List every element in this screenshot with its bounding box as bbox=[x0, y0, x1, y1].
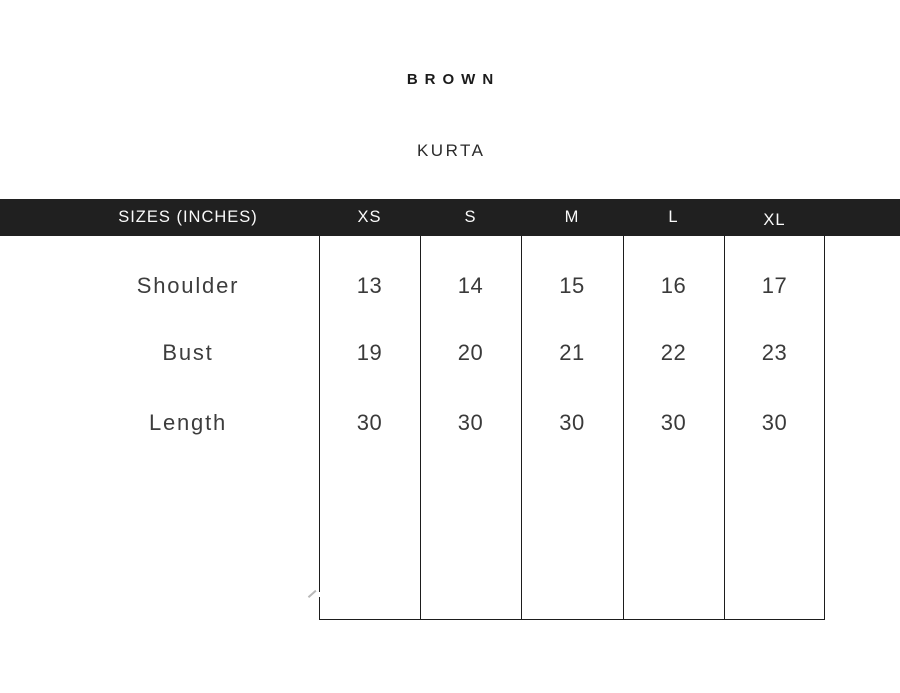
column-divider bbox=[520, 236, 522, 619]
header-col-xl-text: XL bbox=[763, 211, 786, 229]
column-divider bbox=[723, 236, 725, 619]
bust-xs-value: 19 bbox=[356, 340, 383, 365]
row-label: Shoulder bbox=[136, 273, 240, 298]
row-label: Length bbox=[148, 410, 228, 435]
bust-xl-value: 23 bbox=[761, 340, 788, 365]
header-col-l: L bbox=[668, 208, 679, 226]
brand-title: BROWN bbox=[406, 71, 501, 88]
table-row-shoulder: Shoulder 13 14 15 16 17 bbox=[0, 264, 900, 308]
header-col-xs: XS bbox=[357, 208, 382, 226]
length-xs-value: 30 bbox=[356, 410, 383, 435]
shoulder-s-value: 14 bbox=[457, 273, 484, 298]
header-col-m: M bbox=[564, 208, 580, 226]
table-row-bust: Bust 19 20 21 22 23 bbox=[0, 331, 900, 375]
length-m-value: 30 bbox=[559, 410, 585, 435]
column-divider bbox=[419, 236, 421, 619]
header-col-s: S bbox=[464, 208, 477, 226]
table-row-length: Length 30 30 30 30 30 bbox=[0, 401, 900, 445]
length-l-value: 30 bbox=[660, 410, 687, 435]
bust-l-value: 22 bbox=[660, 340, 687, 365]
shoulder-xl-value: 17 bbox=[761, 273, 788, 298]
column-divider bbox=[622, 236, 624, 619]
bust-m-value: 21 bbox=[559, 340, 585, 365]
header-sizes-label: SIZES (INCHES) bbox=[118, 208, 258, 226]
shoulder-xs-value: 13 bbox=[356, 273, 383, 298]
size-table-header: SIZES (INCHES) XS S M L XL bbox=[0, 199, 900, 236]
product-title: KURTA bbox=[416, 141, 486, 160]
size-table-grid bbox=[318, 236, 825, 620]
length-s-value: 30 bbox=[457, 410, 484, 435]
shoulder-l-value: 16 bbox=[660, 273, 687, 298]
row-label: Bust bbox=[162, 340, 214, 365]
border-gap-artifact bbox=[318, 592, 320, 597]
length-xl-value: 30 bbox=[761, 410, 788, 435]
bust-s-value: 20 bbox=[457, 340, 484, 365]
header-col-xl: XL bbox=[724, 199, 825, 236]
header-filler bbox=[825, 199, 900, 236]
shoulder-m-value: 15 bbox=[559, 273, 585, 298]
stray-mark-artifact bbox=[307, 589, 317, 598]
